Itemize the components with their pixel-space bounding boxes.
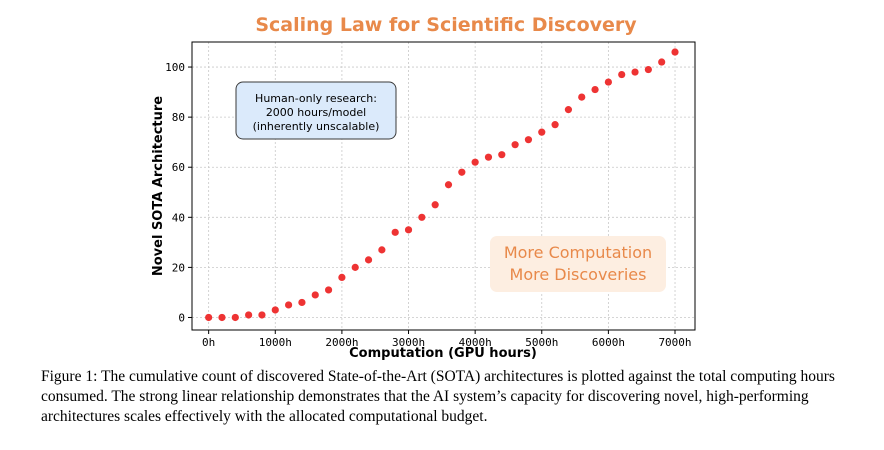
y-tick-label: 0	[178, 311, 185, 324]
data-point	[484, 153, 493, 161]
data-point	[285, 301, 293, 309]
data-point	[618, 70, 626, 79]
data-point	[364, 256, 373, 264]
x-tick-label: 2000h	[325, 336, 358, 349]
data-point	[564, 106, 573, 114]
x-tick-label: 3000h	[392, 336, 425, 349]
data-point	[391, 228, 399, 236]
scaling-annotation-box	[490, 236, 666, 292]
y-tick-label: 60	[172, 161, 185, 174]
data-point	[551, 121, 559, 129]
data-point	[258, 311, 266, 319]
data-point	[431, 201, 439, 209]
x-tick-label: 4000h	[459, 336, 492, 349]
scaling-annotation-line-2: More Discoveries	[510, 265, 647, 284]
x-tick-label: 6000h	[592, 336, 625, 349]
human-research-annotation-line-3: (inherently unscalable)	[253, 120, 380, 133]
data-point	[218, 313, 226, 322]
figure-caption: Figure 1: The cumulative count of discov…	[41, 368, 835, 425]
x-axis-label: Computation (GPU hours)	[349, 346, 537, 361]
data-point	[524, 136, 533, 144]
human-research-annotation-line-2: 2000 hours/model	[266, 106, 366, 119]
human-research-annotation-line-1: Human-only research:	[255, 92, 377, 105]
data-point	[205, 313, 213, 322]
y-tick-label: 20	[172, 261, 185, 274]
data-point	[245, 311, 253, 319]
y-tick-label: 40	[172, 211, 185, 224]
data-point	[591, 85, 599, 94]
data-point	[231, 313, 239, 322]
data-point	[604, 78, 612, 86]
x-tick-label: 5000h	[525, 336, 558, 349]
data-point	[271, 306, 279, 314]
data-point	[671, 48, 679, 56]
data-point	[324, 286, 333, 294]
data-point	[298, 298, 306, 307]
data-point	[644, 65, 652, 74]
data-point	[498, 151, 506, 159]
annotations: Human-only research: 2000 hours/model (i…	[235, 81, 666, 292]
data-points	[205, 48, 679, 322]
data-point	[311, 291, 319, 299]
scaling-annotation-line-1: More Computation	[504, 243, 652, 262]
scatter-chart: Scaling Law for Scientific Discovery 0h 1…	[151, 14, 696, 361]
data-point	[658, 58, 666, 66]
axis-ticks: 0h 1000h 2000h 3000h 4000h 5000h 6000h 7000h 0 20…	[165, 61, 691, 349]
x-tick-label: 0h	[202, 336, 215, 349]
data-point	[538, 128, 546, 136]
y-tick-label: 80	[172, 111, 185, 124]
human-research-annotation-box	[235, 81, 397, 140]
data-point	[418, 213, 426, 221]
data-point	[338, 273, 346, 282]
data-point	[458, 168, 466, 176]
data-point	[378, 246, 386, 254]
data-point	[471, 158, 479, 166]
data-point	[444, 181, 453, 189]
chart-title: Scaling Law for Scientific Discovery	[255, 14, 637, 36]
x-tick-label: 1000h	[259, 336, 292, 349]
x-tick-label: 7000h	[658, 336, 691, 349]
data-point	[631, 68, 639, 76]
plot-frame	[191, 41, 696, 331]
y-tick-label: 100	[165, 61, 185, 74]
y-axis-label: Novel SOTA Architecture	[151, 96, 166, 276]
data-point	[511, 141, 519, 149]
data-point	[578, 93, 586, 101]
data-point	[404, 226, 413, 234]
data-point	[351, 263, 359, 271]
